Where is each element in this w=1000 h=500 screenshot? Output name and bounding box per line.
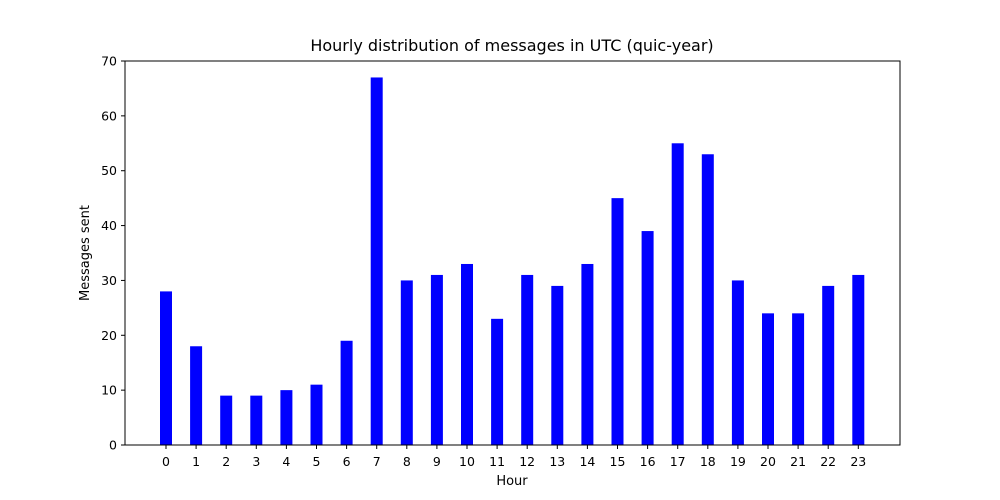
x-ticks-group: 0 1 2 3 4 5 6 7 8 9 10 11 12 13 14 15 16 17 18 19 20 21 22 23: [162, 445, 866, 469]
x-tick-label: 11: [489, 454, 505, 469]
x-tick-label: 9: [433, 454, 441, 469]
x-tick-label: 21: [790, 454, 806, 469]
bar-hour-7: [370, 77, 383, 446]
x-tick-label: 6: [343, 454, 351, 469]
x-tick-label: 15: [610, 454, 626, 469]
y-tick-label: 40: [101, 218, 117, 233]
bar-hour-18: [701, 154, 714, 445]
bar-hour-15: [611, 198, 624, 445]
x-tick-label: 0: [162, 454, 170, 469]
x-tick-label: 4: [282, 454, 290, 469]
bars-group: [160, 77, 865, 446]
x-tick-label: 22: [820, 454, 836, 469]
bar-hour-1: [190, 346, 203, 445]
x-tick-label: 12: [519, 454, 535, 469]
x-tick-label: 3: [252, 454, 260, 469]
y-tick-label: 10: [101, 383, 117, 398]
y-tick-label: 60: [101, 108, 117, 123]
y-tick-label: 70: [101, 54, 117, 69]
bar-hour-17: [671, 143, 684, 446]
bar-hour-0: [160, 291, 172, 445]
y-ticks-group: 0 10 20 30 40 50 60 70: [101, 54, 125, 453]
x-tick-label: 18: [700, 454, 716, 469]
bar-hour-21: [792, 313, 805, 445]
bar-hour-5: [310, 384, 323, 445]
bar-hour-11: [491, 318, 504, 445]
x-tick-label: 2: [222, 454, 230, 469]
plot-frame: [124, 60, 901, 446]
y-tick-label: 30: [101, 273, 117, 288]
x-tick-label: 19: [730, 454, 746, 469]
bar-hour-13: [551, 285, 564, 445]
bar-hour-9: [430, 274, 443, 445]
bar-hour-16: [641, 231, 654, 445]
x-tick-label: 5: [313, 454, 321, 469]
bar-hour-10: [461, 263, 473, 445]
bar-hour-14: [581, 263, 594, 445]
bar-hour-2: [220, 395, 233, 445]
bar-hour-19: [731, 280, 744, 445]
bar-hour-20: [762, 313, 774, 445]
x-tick-label: 1: [192, 454, 200, 469]
x-tick-label: 17: [670, 454, 686, 469]
bar-hour-22: [822, 285, 835, 445]
y-tick-label: 0: [109, 438, 117, 453]
bar-hour-23: [852, 274, 865, 445]
x-axis-label: Hour: [496, 474, 528, 489]
y-tick-label: 50: [101, 163, 117, 178]
x-tick-label: 23: [850, 454, 866, 469]
y-axis-label: Messages sent: [78, 205, 93, 301]
x-tick-label: 20: [760, 454, 776, 469]
x-tick-label: 14: [579, 454, 595, 469]
bar-hour-8: [400, 280, 413, 445]
y-tick-label: 20: [101, 328, 117, 343]
chart-title: Hourly distribution of messages in UTC (…: [310, 36, 713, 55]
bar-hour-3: [250, 395, 263, 445]
x-tick-label: 16: [640, 454, 656, 469]
bar-hour-4: [280, 390, 293, 445]
x-tick-label: 8: [403, 454, 411, 469]
x-tick-label: 13: [549, 454, 565, 469]
x-tick-label: 7: [373, 454, 381, 469]
bar-hour-12: [521, 274, 534, 445]
x-tick-label: 10: [459, 454, 475, 469]
bar-hour-6: [340, 340, 353, 445]
